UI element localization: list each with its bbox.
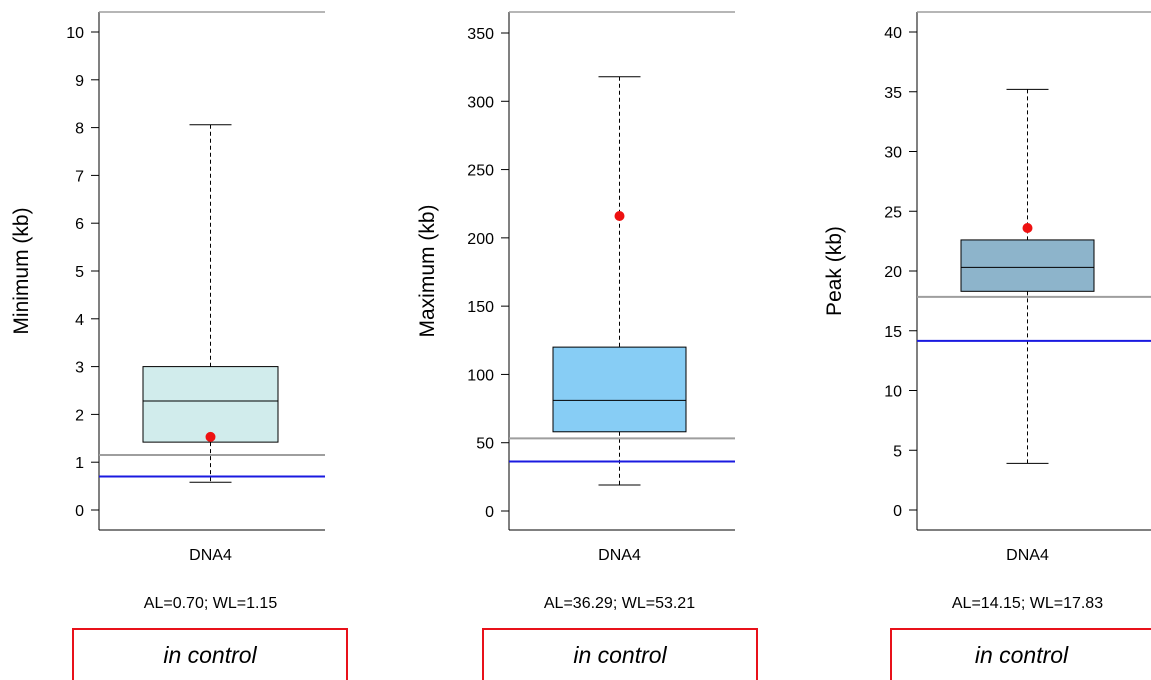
chart-panel-1: 0 1 2 3 4 5 6 7 8 9 10 Minimum (kb) DNA4 AL=0.70; WL=… [10, 11, 325, 612]
status-badge: in control [482, 628, 758, 680]
limits-footer: AL=36.29; WL=53.21 [544, 595, 695, 612]
status-badge: in control [72, 628, 348, 680]
y-tick-label: 0 [893, 503, 902, 520]
run-value-point [1022, 222, 1033, 233]
y-tick-label: 30 [884, 145, 902, 162]
y-tick-label: 35 [884, 85, 902, 102]
iqr-box [142, 366, 279, 443]
y-tick-label: 250 [467, 163, 494, 180]
x-category-label: DNA4 [189, 547, 232, 564]
y-tick-label: 150 [467, 299, 494, 316]
limits-footer: AL=0.70; WL=1.15 [144, 595, 278, 612]
y-tick-label: 0 [75, 503, 84, 520]
limits-footer: AL=14.15; WL=17.83 [952, 595, 1103, 612]
status-badge: in control [890, 628, 1151, 680]
y-tick-label: 6 [75, 216, 84, 233]
iqr-box [960, 239, 1095, 292]
chart-panel-2: 0 50 100 150 200 250 300 350 Maximum (kb) DNA4 AL=… [416, 11, 735, 612]
y-tick-label: 4 [75, 312, 84, 329]
y-tick-label: 1 [75, 455, 84, 472]
iqr-box [552, 346, 687, 433]
run-value-point [614, 211, 625, 222]
y-tick-label: 0 [485, 504, 494, 521]
y-tick-label: 5 [75, 264, 84, 281]
y-axis-title: Maximum (kb) [416, 204, 439, 337]
y-tick-label: 300 [467, 94, 494, 111]
y-tick-label: 20 [884, 264, 902, 281]
y-tick-label: 15 [884, 324, 902, 341]
status-text: in control [573, 641, 667, 668]
y-tick-label: 100 [467, 367, 494, 384]
y-tick-label: 3 [75, 360, 84, 377]
y-tick-label: 25 [884, 204, 902, 221]
status-text: in control [974, 641, 1069, 668]
x-category-label: DNA4 [598, 547, 641, 564]
y-tick-label: 2 [75, 407, 84, 424]
status-text: in control [163, 641, 257, 668]
y-tick-label: 10 [66, 25, 84, 42]
y-tick-label: 9 [75, 73, 84, 90]
y-tick-label: 50 [476, 436, 494, 453]
y-tick-label: 5 [893, 443, 902, 460]
y-axis-title: Peak (kb) [823, 226, 846, 316]
chart-panel-3: 0 5 10 15 20 25 30 35 40 Peak (kb) DNA4 AL=14.15; W… [823, 11, 1151, 612]
y-tick-label: 7 [75, 168, 84, 185]
y-axis-title: Minimum (kb) [10, 207, 33, 334]
x-category-label: DNA4 [1006, 547, 1049, 564]
y-tick-label: 200 [467, 231, 494, 248]
run-value-point [205, 431, 216, 442]
y-tick-label: 40 [884, 25, 902, 42]
y-tick-label: 10 [884, 384, 902, 401]
y-tick-label: 8 [75, 121, 84, 138]
y-tick-label: 350 [467, 26, 494, 43]
